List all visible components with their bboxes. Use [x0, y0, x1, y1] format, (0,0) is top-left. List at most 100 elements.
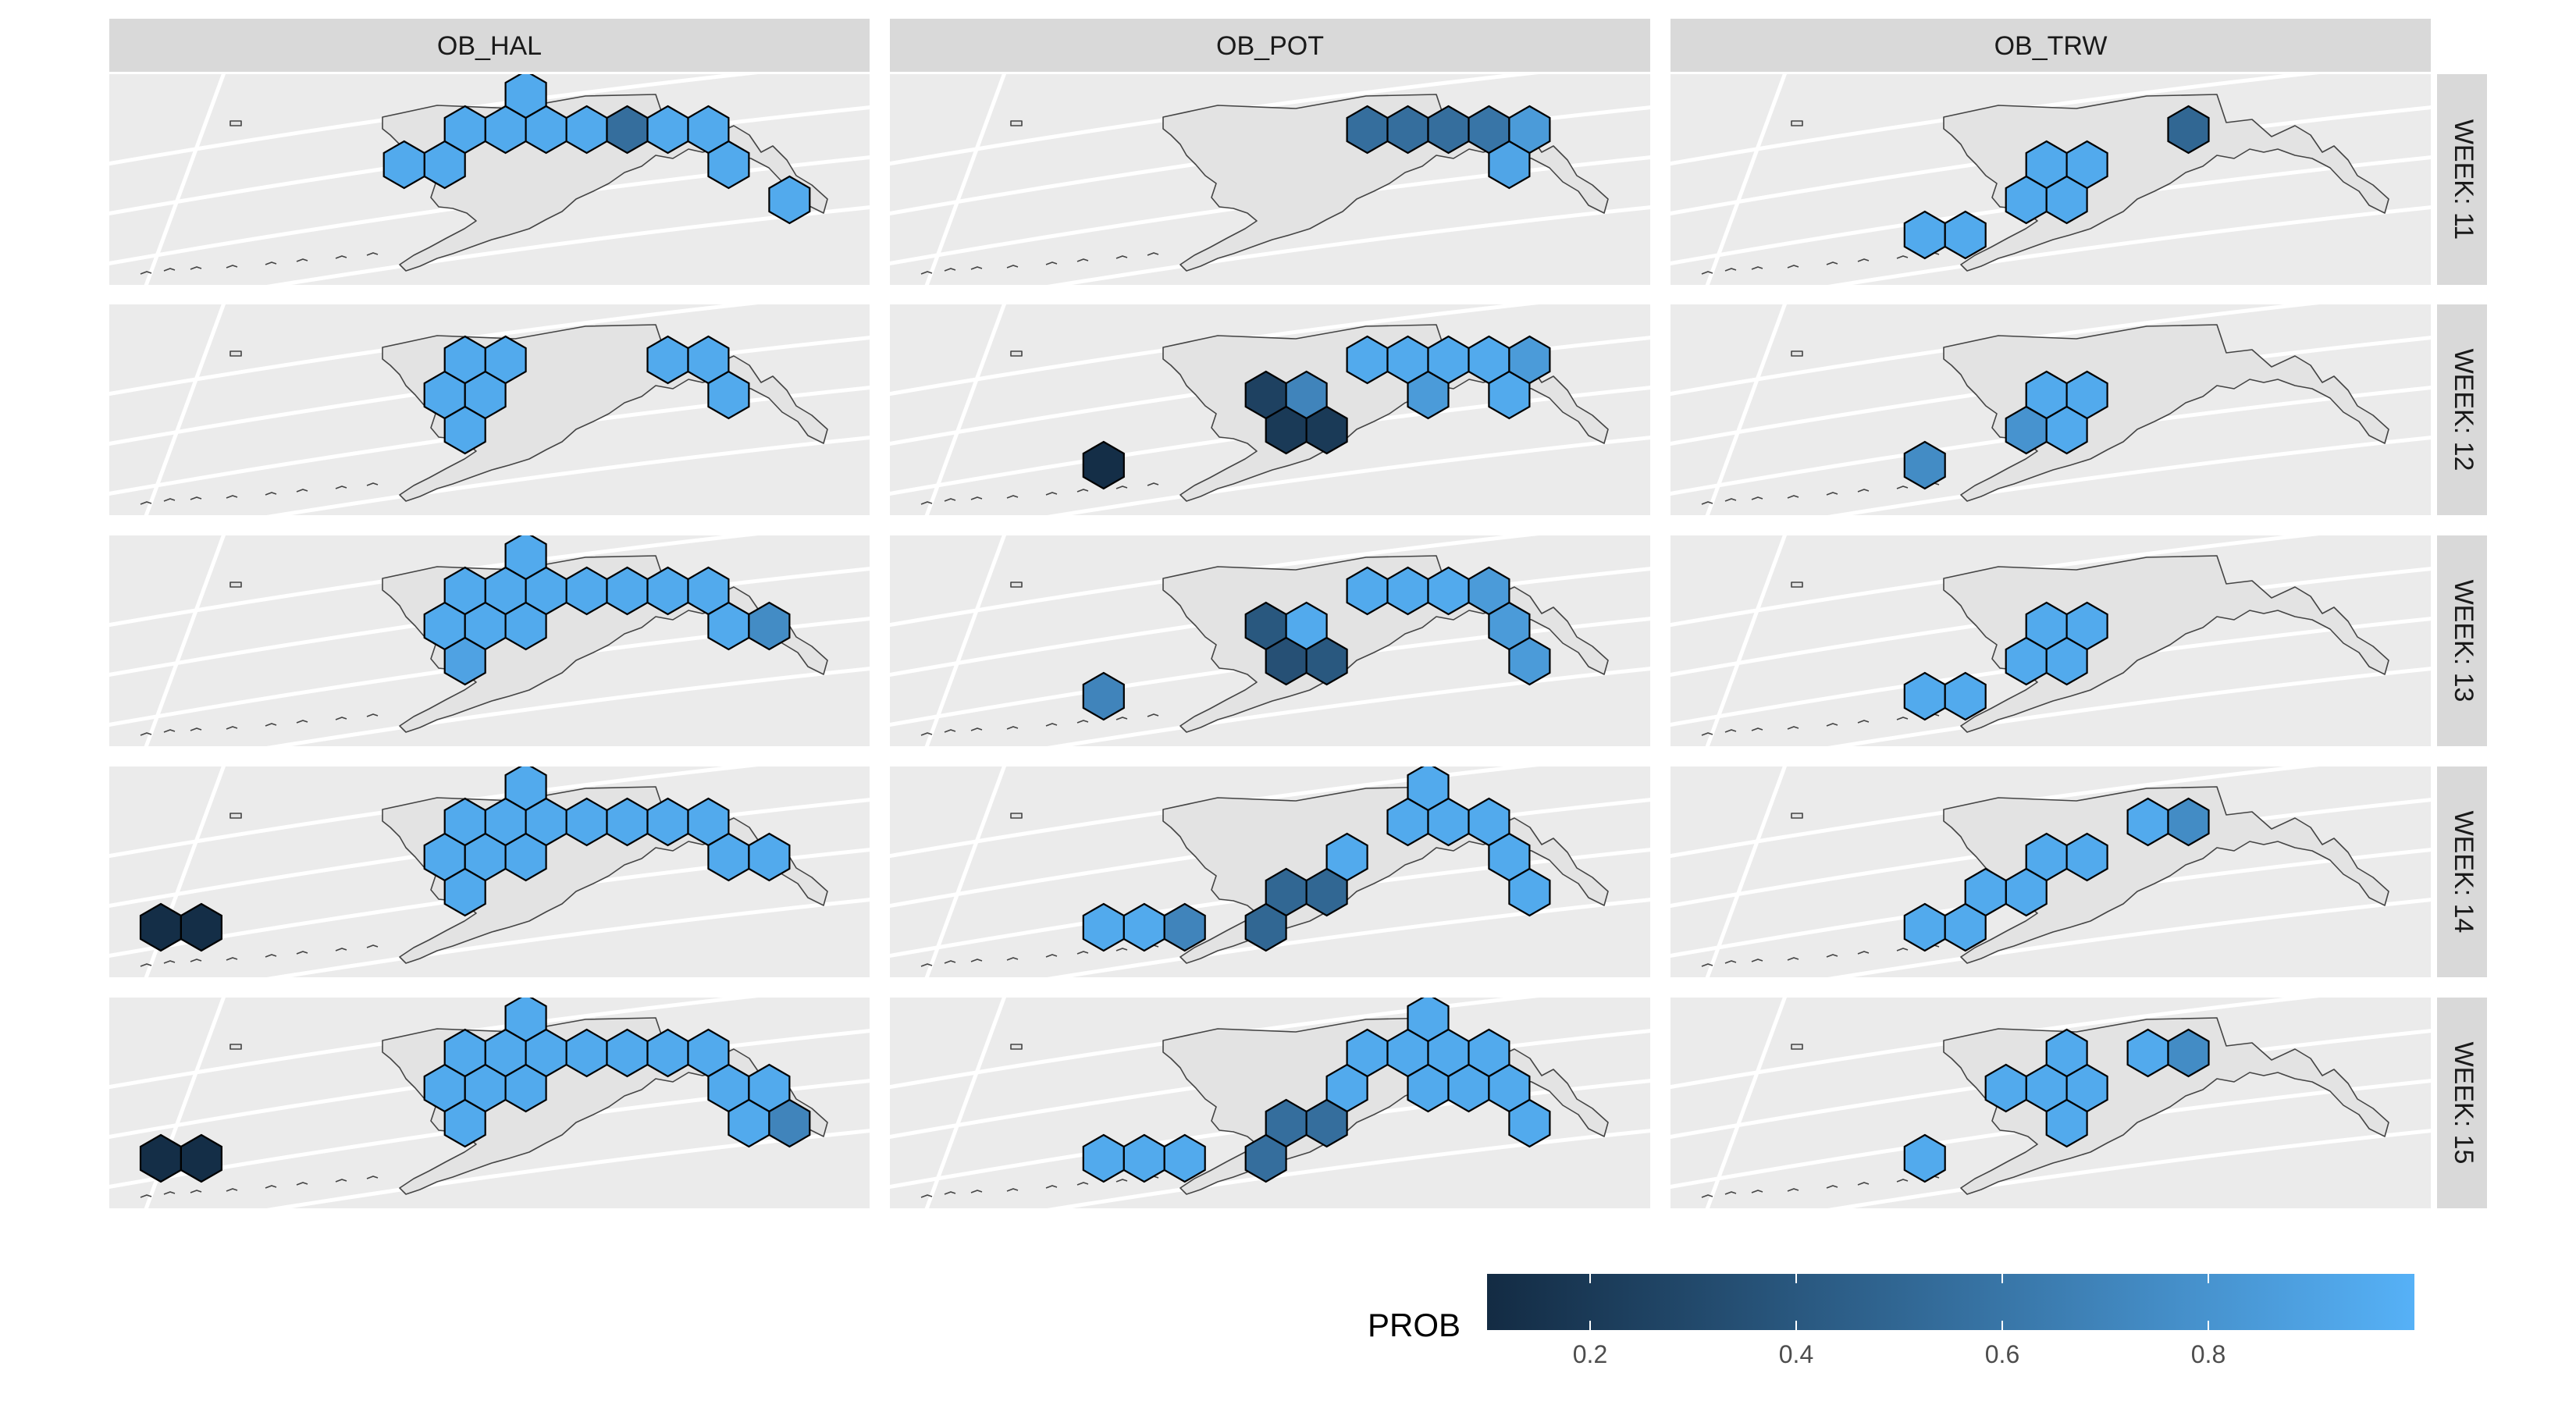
- hex-cell: [1488, 370, 1531, 420]
- graticule-line: [144, 535, 226, 746]
- island-outline: [1010, 1044, 1023, 1050]
- island-outline: [970, 727, 983, 731]
- island-outline: [1701, 1194, 1713, 1198]
- island-outline: [226, 957, 238, 961]
- graticule-line: [890, 767, 1539, 859]
- column-strip-label: OB_HAL: [437, 31, 542, 61]
- island-outline: [1115, 255, 1128, 259]
- row-strip-label: WEEK: 11: [2449, 119, 2478, 240]
- panel-ob-trw-week-12: [1670, 304, 2431, 515]
- hex-cell: [748, 601, 791, 651]
- island-outline: [1147, 713, 1159, 717]
- island-outline: [920, 963, 933, 967]
- legend-tick-label: 0.8: [2191, 1340, 2226, 1368]
- hex-cell: [2045, 175, 2088, 225]
- aleutian-islands: [920, 252, 1159, 275]
- island-outline: [140, 1194, 152, 1198]
- hex-cell: [1244, 902, 1287, 952]
- island-outline: [1701, 271, 1713, 275]
- hex-cell: [1508, 867, 1551, 917]
- hex-cell: [768, 175, 811, 225]
- hex-cell: [1082, 440, 1125, 490]
- island-outline: [229, 350, 242, 357]
- island-outline: [1010, 350, 1023, 357]
- hex-cell: [2045, 636, 2088, 686]
- island-outline: [944, 960, 956, 964]
- island-outline: [1787, 1188, 1799, 1192]
- graticule-line: [1047, 205, 1650, 285]
- island-outline: [229, 120, 242, 126]
- island-outline: [1791, 582, 1803, 588]
- graticule-line: [890, 74, 1539, 166]
- panel-ob-trw-week-11: [1670, 74, 2431, 285]
- island-outline: [1076, 720, 1089, 724]
- strip-background: [2437, 767, 2487, 977]
- island-outline: [1751, 496, 1763, 500]
- island-outline: [1115, 486, 1128, 489]
- island-outline: [944, 268, 956, 272]
- graticule-line: [1705, 998, 1787, 1208]
- graticule-line: [109, 74, 759, 166]
- legend-ticks: 0.2 0.4 0.6 0.8: [1573, 1274, 2226, 1368]
- island-outline: [140, 732, 152, 736]
- island-outline: [163, 729, 176, 733]
- island-outline: [970, 496, 983, 500]
- graticule-line: [924, 767, 1006, 977]
- island-outline: [1006, 265, 1019, 269]
- island-outline: [1147, 482, 1159, 486]
- aleutian-islands: [920, 713, 1159, 736]
- island-outline: [1826, 261, 1838, 265]
- island-outline: [265, 954, 277, 958]
- graticule-line: [1827, 205, 2431, 285]
- island-outline: [1724, 498, 1737, 502]
- island-outline: [296, 258, 308, 262]
- hex-cell: [180, 902, 222, 952]
- island-outline: [1724, 268, 1737, 272]
- hex-cell: [443, 1098, 486, 1148]
- island-outline: [366, 1176, 379, 1179]
- panel-ob-hal-week-14: [109, 767, 870, 977]
- row-strip-week-13: WEEK: 13: [2437, 535, 2487, 746]
- hex-cell: [1903, 1133, 1946, 1183]
- island-outline: [1701, 501, 1713, 505]
- hexbin-layer: [1903, 601, 2108, 721]
- hex-cell: [1903, 440, 1946, 490]
- island-outline: [1791, 813, 1803, 819]
- graticule-line: [1670, 998, 2320, 1090]
- hex-cell: [1163, 902, 1206, 952]
- hex-cell: [2065, 832, 2108, 882]
- island-outline: [1045, 954, 1058, 958]
- aleutian-islands: [1701, 713, 1940, 736]
- island-outline: [1826, 492, 1838, 496]
- graticule-line: [1705, 304, 1787, 515]
- island-outline: [920, 271, 933, 275]
- island-outline: [1896, 1179, 1909, 1183]
- island-outline: [140, 271, 152, 275]
- hex-cell: [1305, 867, 1348, 917]
- hex-cell: [1508, 636, 1551, 686]
- island-outline: [265, 261, 277, 265]
- hex-cell: [707, 140, 750, 190]
- graticule-line: [890, 998, 1539, 1090]
- graticule-line: [266, 667, 870, 746]
- island-outline: [1896, 948, 1909, 951]
- island-outline: [920, 1194, 933, 1198]
- hex-cell: [1082, 671, 1125, 721]
- island-outline: [1010, 120, 1023, 126]
- strip-background: [2437, 304, 2487, 515]
- graticule-line: [924, 535, 1006, 746]
- island-outline: [1896, 717, 1909, 720]
- island-outline: [1896, 486, 1909, 489]
- panel-ob-pot-week-14: [890, 767, 1650, 977]
- island-outline: [1857, 258, 1870, 262]
- island-outline: [1857, 489, 1870, 493]
- hex-cell: [2167, 797, 2210, 847]
- island-outline: [1115, 1179, 1128, 1183]
- hexbin-layer: [382, 74, 811, 225]
- aleutian-islands: [1701, 1176, 1940, 1198]
- graticule-line: [109, 998, 759, 1090]
- island-outline: [229, 1044, 242, 1050]
- island-outline: [1045, 1185, 1058, 1189]
- aleutian-islands: [140, 252, 379, 275]
